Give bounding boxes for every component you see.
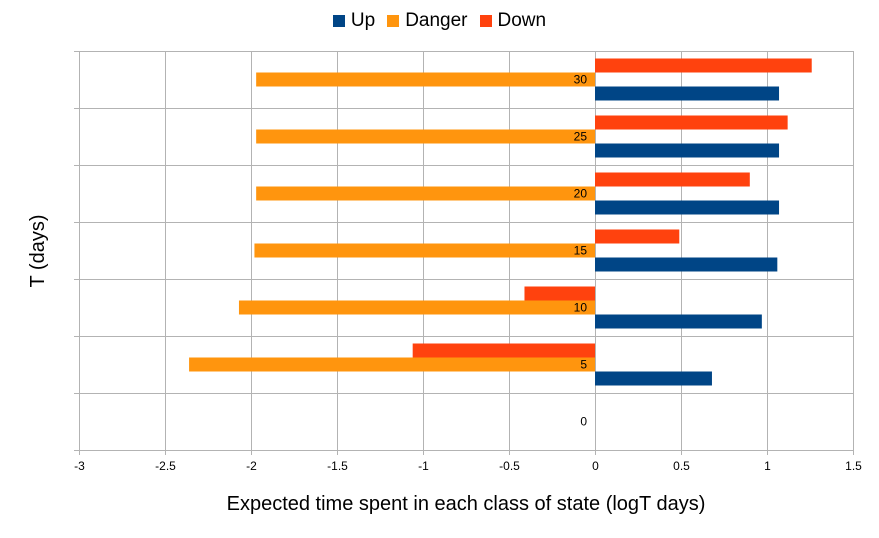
legend-swatch-up bbox=[332, 15, 345, 27]
x-tick-labels: -3 -2.5 -2 -1.5 -1 -0.5 0 0.5 1 1.5 bbox=[74, 459, 862, 473]
bar-down-5 bbox=[412, 343, 595, 358]
bar-up-20 bbox=[595, 200, 780, 215]
bar-down-25 bbox=[595, 115, 788, 130]
bar-down-20 bbox=[595, 172, 750, 187]
bar-danger-15 bbox=[254, 243, 595, 258]
bar-down-10 bbox=[524, 286, 595, 301]
x-tick-label: -0.5 bbox=[499, 459, 520, 473]
bar-danger-10 bbox=[238, 300, 595, 315]
bar-up-5 bbox=[595, 371, 712, 386]
x-tick-label: -1 bbox=[418, 459, 429, 473]
bar-danger-5 bbox=[189, 357, 595, 372]
y-tick-label: 20 bbox=[574, 187, 588, 201]
x-tick-label: -3 bbox=[74, 459, 85, 473]
x-axis-title: Expected time spent in each class of sta… bbox=[227, 493, 706, 515]
x-tick-label: 0 bbox=[592, 459, 599, 473]
bar-up-10 bbox=[595, 314, 762, 329]
x-tick-label: -1.5 bbox=[327, 459, 348, 473]
y-tick-label: 15 bbox=[574, 244, 588, 258]
x-tick-label: -2 bbox=[246, 459, 257, 473]
y-axis-title: T (days) bbox=[27, 215, 49, 288]
bar-down-15 bbox=[595, 229, 680, 244]
x-tick-label: 1 bbox=[764, 459, 771, 473]
y-tick-label: 0 bbox=[580, 415, 587, 429]
legend-swatch-down bbox=[479, 15, 492, 27]
legend-swatch-danger bbox=[387, 15, 400, 27]
legend-item-up: Up bbox=[332, 10, 376, 32]
bar-down-30 bbox=[595, 58, 812, 73]
legend-item-danger: Danger bbox=[387, 10, 468, 32]
bar-danger-25 bbox=[256, 129, 595, 144]
y-tick-label: 10 bbox=[574, 301, 588, 315]
legend-item-down: Down bbox=[479, 10, 547, 32]
x-tick-label: 1.5 bbox=[845, 459, 862, 473]
y-tick-labels: 0 5 10 15 20 25 30 bbox=[574, 73, 588, 429]
legend-label-down: Down bbox=[497, 10, 547, 31]
x-tick-label: 0.5 bbox=[673, 459, 690, 473]
bar-up-25 bbox=[595, 143, 780, 158]
bars bbox=[189, 58, 812, 386]
legend-label-up: Up bbox=[350, 10, 376, 31]
bar-up-15 bbox=[595, 257, 778, 272]
y-tick-label: 30 bbox=[574, 73, 588, 87]
bar-danger-20 bbox=[256, 186, 595, 201]
bar-up-30 bbox=[595, 86, 780, 101]
legend-label-danger: Danger bbox=[405, 10, 468, 31]
y-tick-label: 5 bbox=[580, 358, 587, 372]
legend: Up Danger Down bbox=[0, 10, 879, 32]
bar-danger-30 bbox=[256, 72, 595, 87]
x-tick-label: -2.5 bbox=[155, 459, 176, 473]
y-tick-label: 25 bbox=[574, 130, 588, 144]
